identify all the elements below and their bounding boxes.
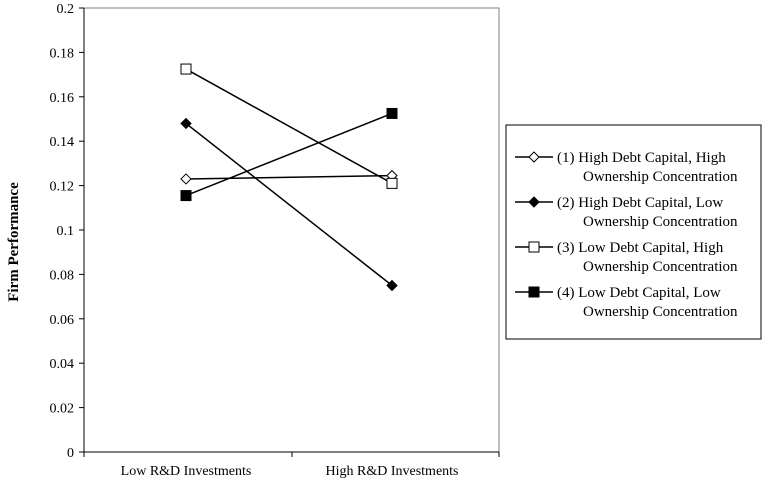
y-tick-label: 0.02: [50, 402, 75, 417]
series-3-point: [386, 177, 398, 189]
legend-label-line1: (3) Low Debt Capital, High: [557, 240, 724, 256]
series-3-line: [185, 68, 393, 185]
legend-label-line2: Ownership Concentration: [583, 304, 738, 320]
legend-label-line1: (1) High Debt Capital, High: [557, 150, 726, 166]
series-3: [180, 63, 398, 189]
y-tick-label: 0.12: [50, 180, 75, 195]
series-2-point: [180, 117, 192, 130]
legend-label-line2: Ownership Concentration: [583, 214, 738, 230]
series-1: [180, 169, 398, 185]
series-2-point: [386, 279, 398, 292]
legend-label-line2: Ownership Concentration: [583, 259, 738, 275]
legend-entry-2: (2) High Debt Capital, Low Ownership Conc…: [515, 195, 738, 230]
series-1-line: [185, 174, 393, 180]
legend-marker: [528, 241, 540, 253]
y-tick-label: 0: [67, 446, 74, 461]
series-4-line: [185, 112, 393, 197]
y-ticks: 0 0.02 0.04 0.06 0.08 0.1 0.12 0.14 0.16 0.18 0.2: [50, 2, 84, 461]
y-axis-label: Firm Performance: [6, 182, 22, 302]
series-4-point: [386, 107, 398, 119]
series-1-point: [180, 173, 192, 185]
x-category-label: High R&D Investments: [326, 464, 459, 479]
series-4-point: [180, 190, 192, 202]
series-2-line: [185, 122, 393, 287]
legend-label-line1: (4) Low Debt Capital, Low: [557, 285, 721, 301]
legend-box: [505, 124, 762, 340]
y-tick-label: 0.06: [50, 313, 75, 328]
y-tick-label: 0.04: [50, 357, 75, 372]
legend-label-line2: Ownership Concentration: [583, 169, 738, 185]
series-4: [180, 107, 398, 202]
y-tick-label: 0.14: [50, 135, 75, 150]
legend-marker: [528, 286, 540, 298]
series-group: [180, 63, 398, 292]
y-tick-label: 0.1: [57, 224, 75, 239]
y-tick-label: 0.16: [50, 91, 75, 106]
x-category-label: Low R&D Investments: [121, 464, 252, 479]
plot-area: [83, 7, 500, 453]
series-2: [180, 117, 398, 292]
legend-entry-1: (1) High Debt Capital, High Ownership Con…: [515, 150, 738, 185]
legend-marker: [528, 151, 540, 163]
x-ticks: Low R&D Investments High R&D Investments: [83, 452, 500, 479]
legend-entry-4: (4) Low Debt Capital, Low Ownership Conce…: [515, 285, 738, 320]
y-tick-label: 0.18: [50, 46, 75, 61]
legend: (1) High Debt Capital, High Ownership Con…: [505, 124, 762, 340]
y-tick-label: 0.2: [57, 2, 75, 17]
legend-entry-3: (3) Low Debt Capital, High Ownership Conc…: [515, 240, 738, 275]
legend-label-line1: (2) High Debt Capital, Low: [557, 195, 723, 211]
series-3-point: [180, 63, 192, 75]
legend-marker: [528, 196, 540, 208]
y-tick-label: 0.08: [50, 268, 75, 283]
